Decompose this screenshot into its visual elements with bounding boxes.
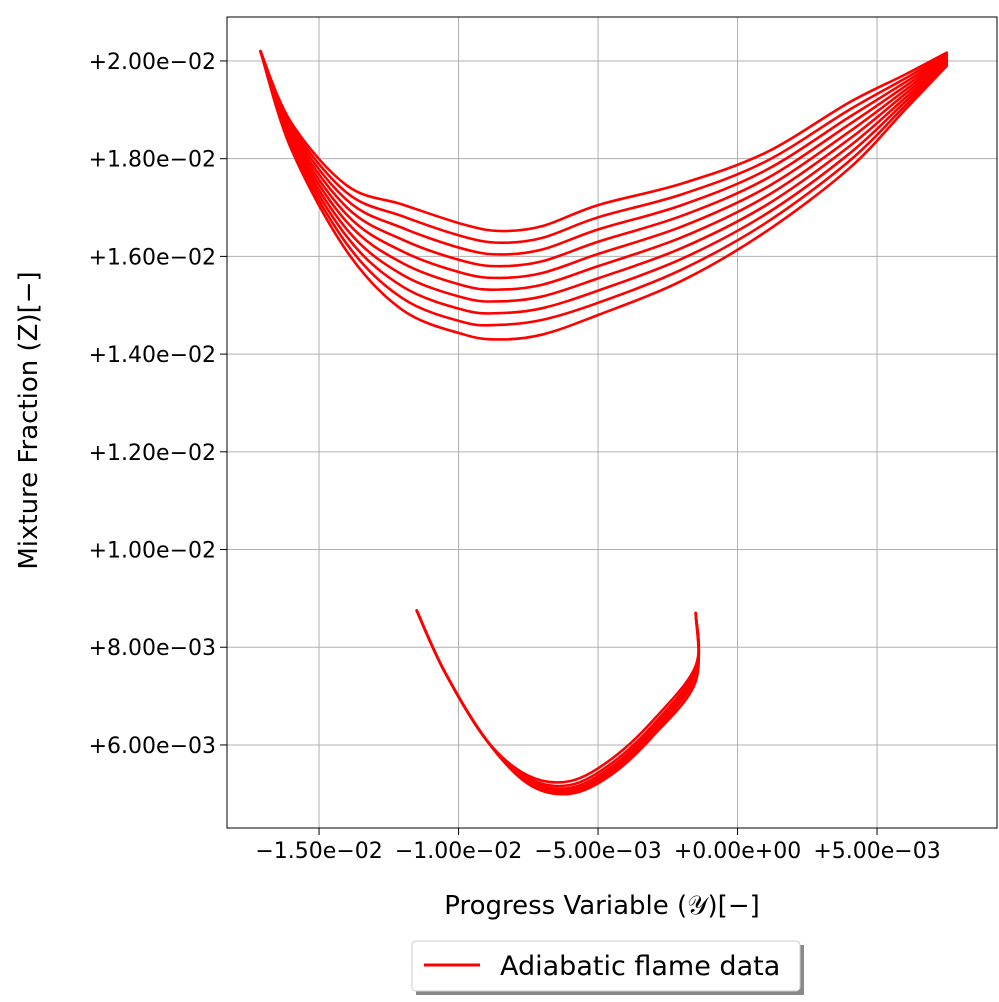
legend-box: [411, 940, 801, 992]
y-tick-label: +6.00e−03: [89, 734, 216, 759]
y-tick-label: +1.40e−02: [89, 343, 216, 368]
x-axis-label: Progress Variable (𝒴)[−]: [444, 891, 760, 921]
series-line-5: [259, 49, 949, 280]
legend: Adiabatic flame data: [411, 940, 804, 995]
x-axis: −1.50e−02 −1.00e−02 −5.00e−03 +0.00e+00 +5.0…: [255, 828, 941, 864]
series-group: [259, 49, 949, 796]
y-tick-label: +1.60e−02: [89, 245, 216, 270]
y-tick-label: +1.80e−02: [89, 148, 216, 173]
y-tick-label: +1.20e−02: [89, 441, 216, 466]
x-tick-label: −5.00e−03: [534, 839, 661, 864]
y-tick-label: +1.00e−02: [89, 539, 216, 564]
y-tick-label: +8.00e−03: [89, 636, 216, 661]
y-tick-label: +2.00e−02: [89, 50, 216, 75]
series-line-8: [259, 49, 949, 245]
series-line-3: [259, 49, 949, 303]
series-line-1: [259, 49, 949, 327]
series-line-2: [259, 49, 949, 315]
series-line-4: [259, 49, 949, 291]
y-axis-label: Mixture Fraction (Z)[−]: [14, 271, 44, 569]
series-line-6: [259, 49, 949, 268]
x-tick-label: +5.00e−03: [813, 839, 940, 864]
x-tick-label: −1.50e−02: [255, 839, 382, 864]
series-line-7: [259, 49, 949, 256]
y-axis: +6.00e−03 +8.00e−03 +1.00e−02 +1.20e−02 +1.4…: [89, 50, 227, 759]
series-line-9: [259, 49, 949, 233]
series-line-0: [259, 49, 949, 341]
series-line-15: [415, 609, 701, 784]
grid-lines: [227, 17, 997, 828]
x-tick-label: −1.00e−02: [395, 839, 522, 864]
legend-entry-label: Adiabatic flame data: [500, 951, 780, 982]
x-tick-label: +0.00e+00: [674, 839, 801, 864]
plot-frame: [226, 16, 998, 829]
